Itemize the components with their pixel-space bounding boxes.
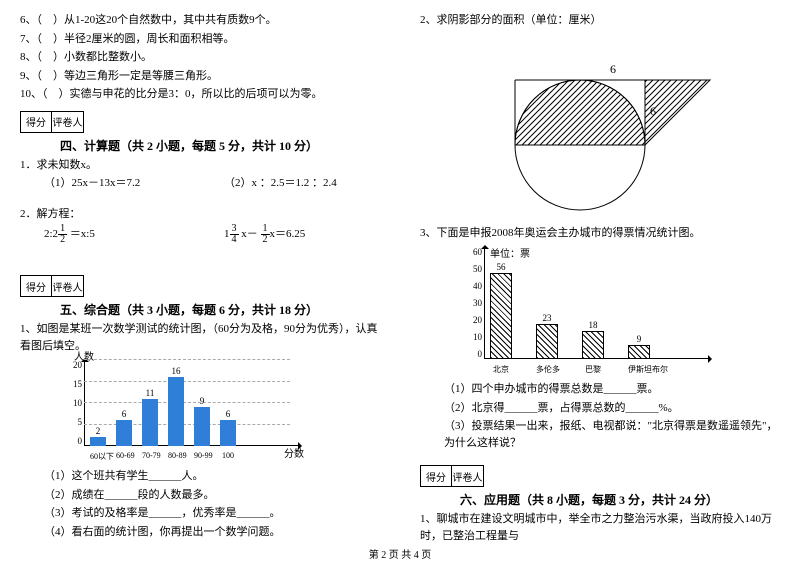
q1-pair: （1）25x－13x＝7.2 （2）x ：2.5＝1.2 ：2.4: [20, 175, 380, 192]
tf-list: 6、（ ）从1-20这20个自然数中，其中共有质数9个。 7、（ ）半径2厘米的…: [20, 12, 380, 103]
y-axis: [484, 247, 485, 359]
reviewer-cell: 评卷人: [452, 465, 484, 487]
tf-item: 6、（ ）从1-20这20个自然数中，其中共有质数9个。: [20, 12, 380, 29]
s3-sub: （2）北京得______票，占得票总数的______%。: [420, 400, 780, 417]
q2a: 2:212 ＝x:5: [44, 224, 224, 245]
left-column: 6、（ ）从1-20这20个自然数中，其中共有质数9个。 7、（ ）半径2厘米的…: [0, 0, 400, 565]
right-column: 2、求阴影部分的面积（单位：厘米） 6 6 3、下面是申报2008年奥运会主办城…: [400, 0, 800, 565]
chart-2: 单位：票 60 50 40 30 20 10 0 5623189北京多伦多巴黎伊…: [460, 247, 710, 377]
geometry-figure: 6 6: [470, 35, 730, 215]
score-box-4: 得分 评卷人: [20, 111, 380, 133]
score-cell: 得分: [20, 275, 52, 297]
tf-item: 8、（ ）小数都比整数小。: [20, 49, 380, 66]
s3-sub-list: （1）四个申办城市的得票总数是______票。 （2）北京得______票，占得…: [420, 381, 780, 451]
s5-sub: （1）这个班共有学生______人。: [20, 468, 380, 485]
q2b: 134 x－ 12x＝6.25: [224, 224, 305, 245]
r-q3: 3、下面是申报2008年奥运会主办城市的得票情况统计图。: [420, 225, 780, 242]
frac-3-4: 34: [230, 224, 239, 245]
chart-1: 人数 分数 20 15 10 5 0 2611169660以下60-6970-7…: [60, 360, 300, 464]
q2: 2．解方程：: [20, 206, 380, 223]
s5-sub: （2）成绩在______段的人数最多。: [20, 487, 380, 504]
q1a: （1）25x－13x＝7.2: [44, 175, 224, 192]
frac-1-2: 12: [58, 224, 67, 245]
reviewer-cell: 评卷人: [52, 111, 84, 133]
page-footer: 第 2 页 共 4 页: [0, 546, 800, 561]
section-6-title: 六、应用题（共 8 小题，每题 3 分，共计 24 分）: [460, 491, 780, 509]
tf-item: 9、（ ）等边三角形一定是等腰三角形。: [20, 68, 380, 85]
reviewer-cell: 评卷人: [52, 275, 84, 297]
s6q1: 1、聊城市在建设文明城市中，举全市之力整治污水渠，当政府投入140万时，已整治工…: [420, 511, 780, 544]
fig-label-r: 6: [650, 104, 656, 118]
s3-sub: （3）投票结果一出来，报纸、电视都说："北京得票是数遥遥领先"，为什么这样说？: [420, 418, 780, 451]
q1: 1．求未知数x。: [20, 157, 380, 174]
q2-pair: 2:212 ＝x:5 134 x－ 12x＝6.25: [20, 224, 380, 245]
score-box-6: 得分 评卷人: [420, 465, 780, 487]
frac-1-2b: 12: [261, 224, 270, 245]
r-q2: 2、求阴影部分的面积（单位：厘米）: [420, 12, 780, 29]
unit-label: 单位：票: [490, 245, 530, 260]
q1b: （2）x ：2.5＝1.2 ：2.4: [224, 175, 337, 192]
score-cell: 得分: [420, 465, 452, 487]
s3-sub: （1）四个申办城市的得票总数是______票。: [420, 381, 780, 398]
section-5-title: 五、综合题（共 3 小题，每题 6 分，共计 18 分）: [60, 301, 380, 319]
score-box-5: 得分 评卷人: [20, 275, 380, 297]
tf-item: 7、（ ）半径2厘米的圆，周长和面积相等。: [20, 31, 380, 48]
y-ticks: 20 15 10 5 0: [66, 360, 82, 446]
section-4-title: 四、计算题（共 2 小题，每题 5 分，共计 10 分）: [60, 137, 380, 155]
tf-item: 10、（ ）实德与申花的比分是3：0，所以比的后项可以为零。: [20, 86, 380, 103]
s5-sub-list: （1）这个班共有学生______人。 （2）成绩在______段的人数最多。 （…: [20, 468, 380, 540]
s5-sub: （3）考试的及格率是______，优秀率是______。: [20, 505, 380, 522]
y-axis: [84, 360, 85, 446]
y-ticks: 60 50 40 30 20 10 0: [466, 247, 482, 359]
fig-label-top: 6: [610, 62, 616, 76]
score-cell: 得分: [20, 111, 52, 133]
s5-sub: （4）看右面的统计图，你再提出一个数学问题。: [20, 524, 380, 541]
x-axis-label: 分数: [284, 445, 304, 460]
